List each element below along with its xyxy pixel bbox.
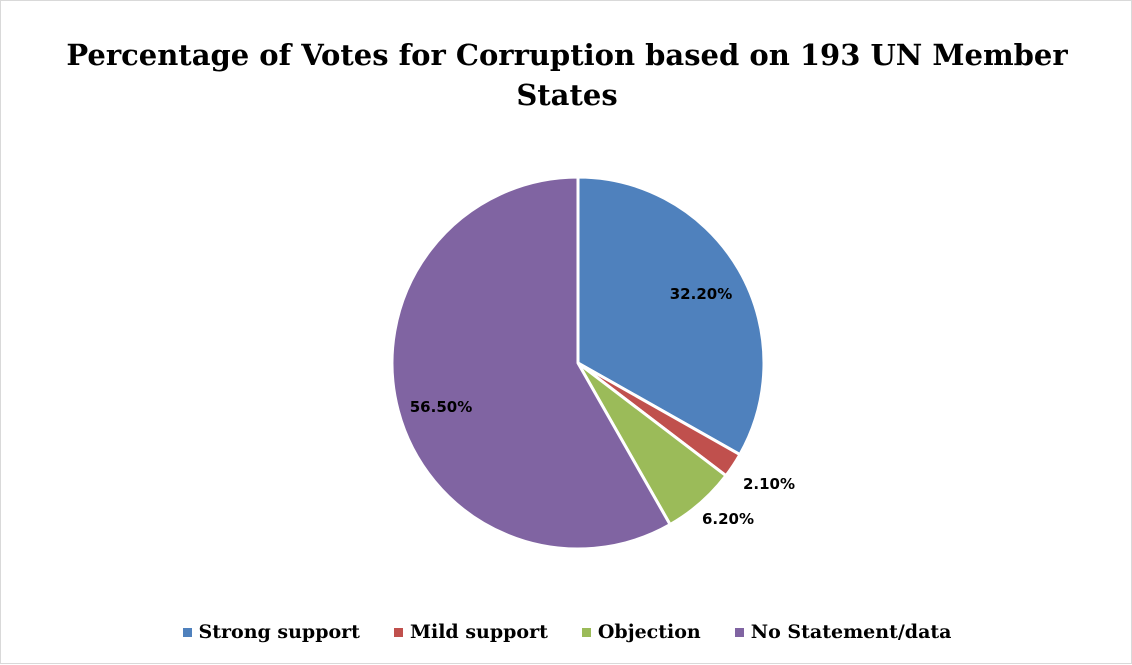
chart-title: Percentage of Votes for Corruption based…: [1, 35, 1132, 115]
legend-label-strong-support: Strong support: [198, 621, 360, 643]
data-label-no-statement: 56.50%: [410, 398, 472, 416]
legend-swatch-mild-support: [393, 627, 403, 637]
slice-no-statement: [390, 175, 672, 551]
legend-item-objection: Objection: [581, 621, 701, 643]
legend-label-objection: Objection: [597, 621, 701, 643]
chart-title-line-2: States: [516, 78, 618, 112]
legend: Strong support Mild support Objection No…: [1, 621, 1132, 643]
data-label-strong-support: 32.20%: [670, 285, 732, 303]
chart-title-line-1: Percentage of Votes for Corruption based…: [66, 38, 1068, 72]
legend-label-no-statement: No Statement/data: [750, 621, 952, 643]
legend-swatch-no-statement: [734, 627, 744, 637]
data-label-objection: 6.20%: [702, 510, 754, 528]
legend-swatch-strong-support: [182, 627, 192, 637]
slice-strong-support: [576, 175, 766, 457]
legend-item-strong-support: Strong support: [182, 621, 360, 643]
legend-label-mild-support: Mild support: [409, 621, 548, 643]
legend-swatch-objection: [581, 627, 591, 637]
legend-item-mild-support: Mild support: [393, 621, 548, 643]
data-label-mild-support: 2.10%: [743, 475, 795, 493]
legend-item-no-statement: No Statement/data: [734, 621, 952, 643]
